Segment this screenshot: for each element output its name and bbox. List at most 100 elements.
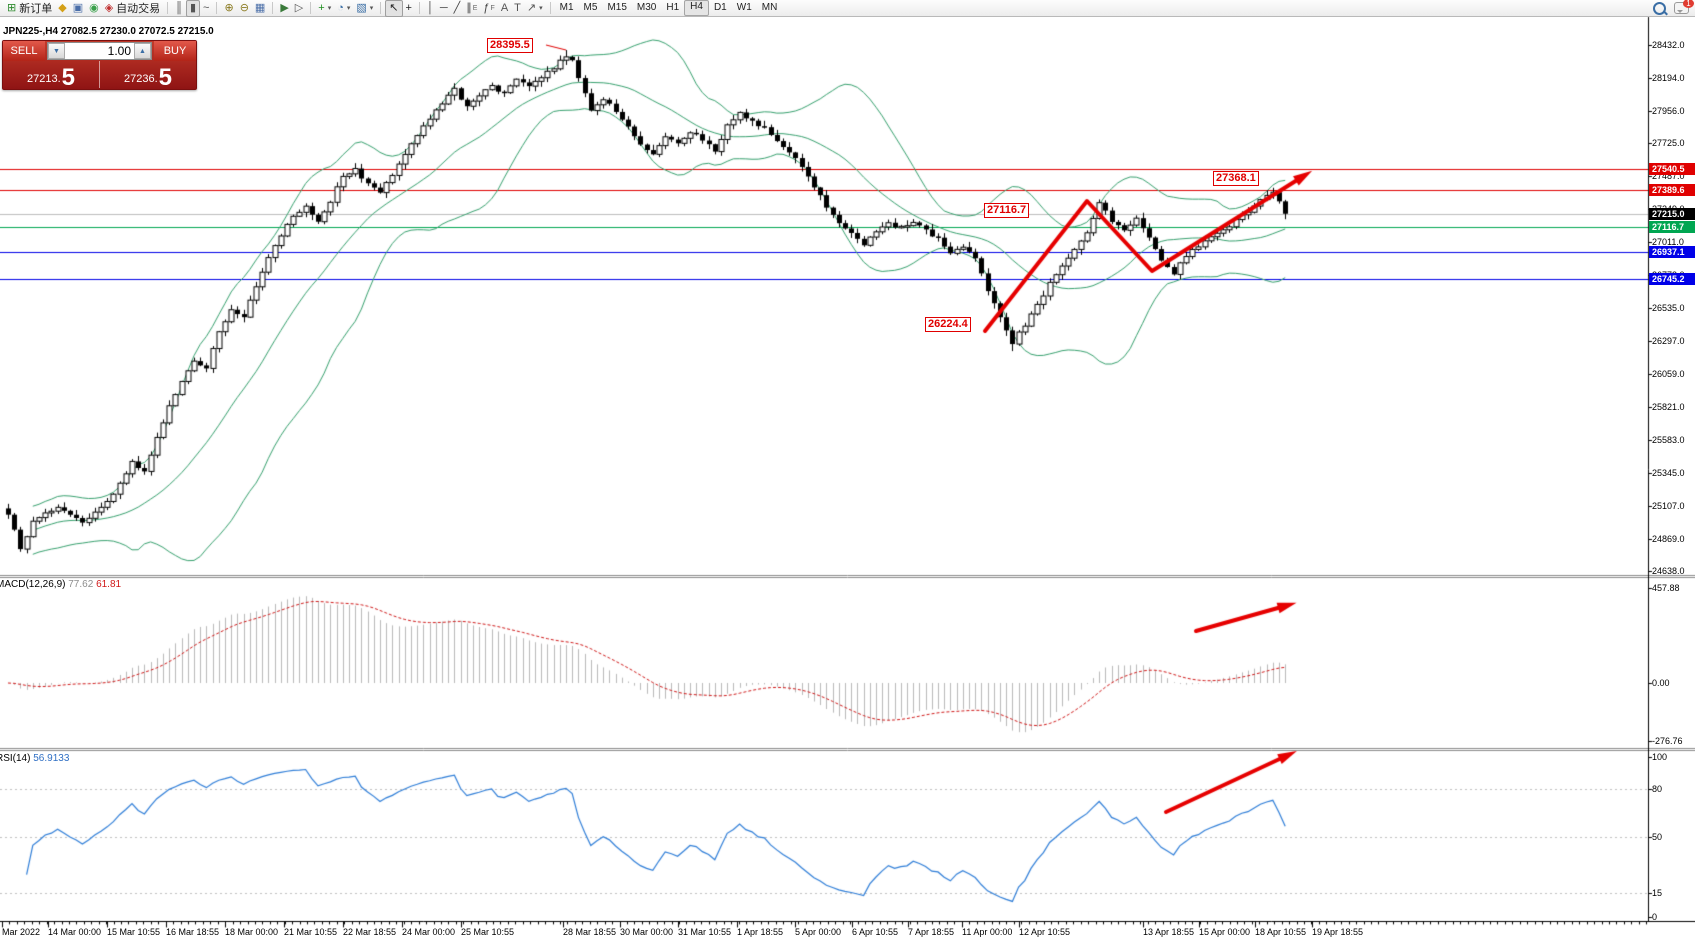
toolbar-separator: [167, 2, 169, 14]
volume-decrease-button[interactable]: ▼: [48, 43, 65, 59]
price-annotation-26224.4[interactable]: 26224.4: [925, 317, 971, 332]
price-tick: 27487.0: [1652, 171, 1685, 182]
date-tick: 11 Apr 00:00: [962, 927, 1013, 937]
rsi-name: RSI(14): [0, 753, 31, 764]
timeframe-h4[interactable]: H4: [684, 0, 709, 16]
search-icon[interactable]: [1653, 1, 1666, 15]
gold-icon: ◆: [58, 1, 67, 14]
crosshair-icon[interactable]: +: [403, 1, 415, 16]
sell-price[interactable]: 27213. 5: [3, 61, 100, 90]
date-tick: Mar 2022: [2, 927, 41, 937]
toolbar-separator: [380, 2, 382, 14]
volume-input[interactable]: 1.00: [107, 44, 131, 58]
sell-button[interactable]: SELL: [3, 41, 45, 61]
zoom-out-icon: ⊖: [239, 1, 249, 14]
buy-price[interactable]: 27236. 5: [100, 61, 196, 90]
arrows-tool-icon[interactable]: ↗ ▾: [524, 1, 546, 16]
bar-chart-icon[interactable]: ║: [172, 1, 186, 16]
horizontal-line-icon[interactable]: ─: [437, 1, 451, 16]
zoom-in-icon[interactable]: ⊕: [221, 1, 236, 16]
timeframe-group: M1 M5 M15 M30 H1 H4 D1 W1 MN: [555, 0, 783, 16]
chart-shift-icon[interactable]: ▷: [292, 1, 306, 16]
macd-name: MACD(12,26,9): [0, 579, 66, 590]
date-tick: 5 Apr 00:00: [795, 927, 842, 937]
zoom-in-icon: ⊕: [224, 1, 234, 14]
periods-icon-caret[interactable]: ▾: [346, 5, 351, 12]
price-tick: 24638.0: [1652, 566, 1685, 577]
date-tick: 15 Mar 10:55: [107, 927, 161, 937]
price-badge: 26937.1: [1649, 246, 1695, 259]
price-tick: 25107.0: [1652, 501, 1685, 512]
price-annotation-27116.7[interactable]: 27116.7: [984, 203, 1030, 218]
text-label-icon[interactable]: T: [511, 1, 524, 16]
date-tick: 13 Apr 18:55: [1143, 927, 1195, 937]
gold-icon[interactable]: ◆: [55, 1, 69, 16]
date-tick: 15 Apr 00:00: [1199, 927, 1251, 937]
periods-icon[interactable]: ◔ ▾: [334, 1, 353, 16]
timeframe-w1[interactable]: W1: [736, 2, 752, 13]
price-tick: 26535.0: [1652, 303, 1685, 314]
timeframe-m5[interactable]: M5: [583, 2, 598, 13]
auto-scroll-icon: ▶: [280, 1, 289, 14]
buy-button[interactable]: BUY: [154, 41, 196, 61]
chart-shift-icon: ▷: [294, 1, 304, 14]
vertical-line-icon[interactable]: │: [424, 1, 437, 16]
autotrade-icon[interactable]: ◈ 自动交易: [102, 1, 163, 16]
volume-increase-button[interactable]: ▲: [134, 43, 151, 59]
horizontal-line-icon: ─: [439, 1, 448, 14]
terminal-icon: ▣: [72, 1, 84, 14]
notification-badge: 1: [1683, 0, 1694, 8]
templates-icon: ▧: [356, 1, 367, 14]
date-tick: 28 Mar 18:55: [563, 927, 617, 937]
indicators-icon[interactable]: + ▾: [315, 1, 334, 16]
zoom-out-icon[interactable]: ⊖: [237, 1, 252, 16]
cursor-icon[interactable]: ↖: [385, 0, 403, 17]
new-order-icon[interactable]: ⊞ 新订单: [4, 1, 55, 16]
candlestick-chart-icon[interactable]: ▮: [185, 0, 201, 17]
templates-icon-caret[interactable]: ▾: [369, 5, 374, 12]
rsi-tick: 80: [1652, 784, 1663, 794]
templates-icon[interactable]: ▧ ▾: [353, 1, 376, 16]
vertical-line-icon: │: [426, 1, 434, 14]
price-annotation-27368.1[interactable]: 27368.1: [1213, 171, 1259, 186]
date-tick: 25 Mar 10:55: [461, 927, 515, 937]
timeframe-mn[interactable]: MN: [761, 2, 778, 13]
price-tick: 27956.0: [1652, 106, 1685, 116]
channel-icon[interactable]: ∥ E: [463, 1, 480, 16]
volume-spinner: ▼ 1.00 ▲: [47, 42, 152, 60]
timeframe-m30[interactable]: M30: [636, 2, 657, 13]
channel-icon-sub: E: [472, 4, 478, 12]
buy-price-main: 27236.: [123, 73, 158, 85]
trendline-icon: ╱: [453, 1, 461, 14]
cursor-icon: ↖: [389, 1, 399, 14]
terminal-icon[interactable]: ▣: [70, 1, 86, 16]
timeframe-d1[interactable]: D1: [713, 2, 727, 13]
macd-tick: 457.88: [1652, 582, 1680, 593]
timeframe-m15[interactable]: M15: [607, 2, 627, 13]
auto-scroll-icon[interactable]: ▶: [277, 1, 291, 16]
tile-windows-icon[interactable]: ▦: [252, 1, 268, 16]
trendline-icon[interactable]: ╱: [451, 1, 464, 16]
line-chart-icon[interactable]: ~: [200, 1, 212, 16]
rsi-tick: 100: [1652, 752, 1668, 762]
price-tick: 25345.0: [1652, 468, 1685, 479]
chat-icon[interactable]: 1: [1674, 0, 1694, 14]
periods-icon: ◔: [337, 1, 344, 14]
one-click-trading-panel: SELL ▼ 1.00 ▲ BUY 27213. 5 27236. 5: [2, 40, 197, 90]
text-icon[interactable]: A: [498, 1, 511, 16]
fibonacci-icon-sub: F: [490, 4, 495, 12]
toolbar-separator: [310, 2, 312, 14]
timeframe-m1[interactable]: M1: [559, 2, 574, 13]
macd-tick: -276.76: [1652, 735, 1683, 746]
price-tick: 26297.0: [1652, 336, 1685, 347]
indicators-icon-caret[interactable]: ▾: [327, 5, 332, 12]
price-annotation-28395.5[interactable]: 28395.5: [487, 38, 533, 53]
signal-icon[interactable]: ◉: [86, 1, 102, 16]
date-tick: 19 Apr 18:55: [1312, 927, 1364, 937]
timeframe-h1[interactable]: H1: [666, 2, 680, 13]
arrows-tool-icon-caret[interactable]: ▾: [539, 5, 543, 12]
